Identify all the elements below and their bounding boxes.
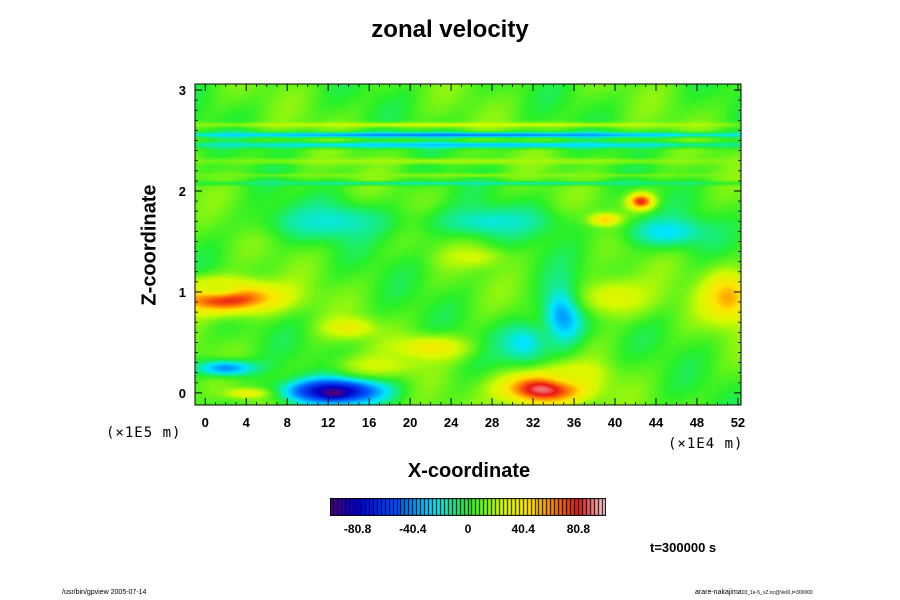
colorbar-tick-label-2: 0 (464, 522, 472, 536)
plot-frame (194, 83, 742, 406)
x-tick-label-9: 36 (567, 415, 581, 430)
x-tick-label-3: 12 (321, 415, 335, 430)
x-tick-label-2: 8 (284, 415, 291, 430)
heatmap-field (195, 84, 741, 405)
x-tick-label-10: 40 (608, 415, 622, 430)
y-tick-label-0: 0 (179, 386, 186, 401)
colorbar (330, 498, 606, 516)
footer-right-text: arare-nakajima03_1e-5_vZ.nc@VelX,t=30000… (695, 589, 813, 596)
y-tick-label-3: 3 (179, 83, 186, 98)
time-label: t=300000 s (650, 540, 717, 555)
x-tick-label-12: 48 (690, 415, 704, 430)
x-axis-label: X-coordinate (407, 460, 531, 482)
x-tick-label-13: 52 (731, 415, 745, 430)
footer-left-text: /usr/bin/gpview 2005-07-14 (62, 589, 147, 596)
y-tick-label-2: 2 (179, 184, 186, 199)
y-axis-label: Z-coordinate (138, 184, 161, 306)
x-tick-label-7: 28 (485, 415, 499, 430)
colorbar-tick-label-3: 40.4 (511, 522, 535, 536)
chart-title: zonal velocity (371, 16, 529, 43)
x-scale-note: (×1E4 m) (668, 436, 744, 452)
x-tick-label-11: 44 (649, 415, 664, 430)
footer-source: 03_1e-5_vZ.nc@VelX,t=300000 (741, 590, 813, 596)
x-tick-label-5: 20 (403, 415, 417, 430)
y-tick-label-1: 1 (179, 285, 186, 300)
colorbar-tick-labels: -80.8 -40.4 0 40.4 80.8 (330, 522, 606, 540)
x-tick-label-4: 16 (362, 415, 376, 430)
plot-area: 0 4 8 12 16 20 24 28 32 36 40 44 48 52 0 1 2 3 (179, 83, 745, 430)
x-tick-label-1: 4 (243, 415, 251, 430)
x-tick-label-0: 0 (202, 415, 209, 430)
x-tick-label-6: 24 (444, 415, 459, 430)
colorbar-tick-label-1: -40.4 (399, 522, 427, 536)
footer-author: arare-nakajima (695, 589, 742, 596)
colorbar-tick-label-0: -80.8 (343, 522, 372, 536)
x-tick-label-8: 32 (526, 415, 540, 430)
colorbar-tick-label-4: 80.8 (566, 522, 591, 536)
z-scale-note: (×1E5 m) (106, 425, 182, 441)
